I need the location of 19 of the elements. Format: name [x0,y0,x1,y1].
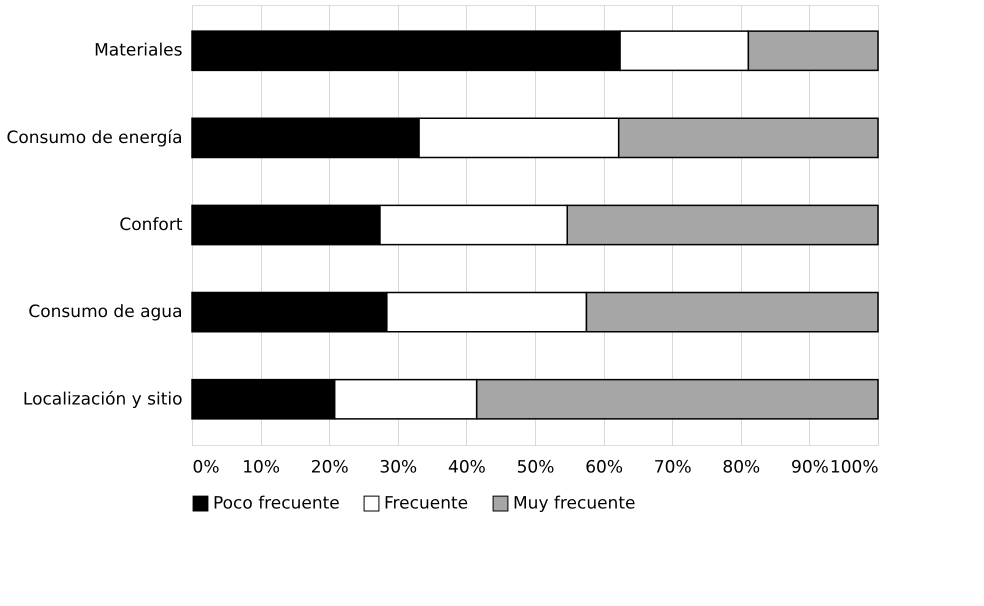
legend-label: Muy frecuente [513,494,636,514]
y-tick-label: Consumo de energía [6,128,182,148]
y-tick-label: Localización y sitio [22,389,182,410]
x-tick-label: 10% [242,458,280,478]
x-tick-label: 20% [310,458,349,478]
legend-label: Poco frecuente [213,494,340,514]
x-tick-label: 70% [654,458,692,478]
x-tick-label: 90% [791,458,829,478]
x-tick-label: 100% [830,458,878,478]
y-tick-label: Materiales [94,40,183,61]
legend-label: Frecuente [384,494,468,514]
x-tick-label: 30% [379,458,418,478]
x-tick-label: 40% [448,458,486,478]
x-tick-label: 60% [585,458,623,478]
y-tick-label: Consumo de agua [28,302,182,322]
x-tick-label: 50% [516,458,554,478]
x-tick-label: 80% [722,458,760,478]
y-tick-label: Confort [119,215,183,235]
x-tick-label: 0% [192,458,220,478]
